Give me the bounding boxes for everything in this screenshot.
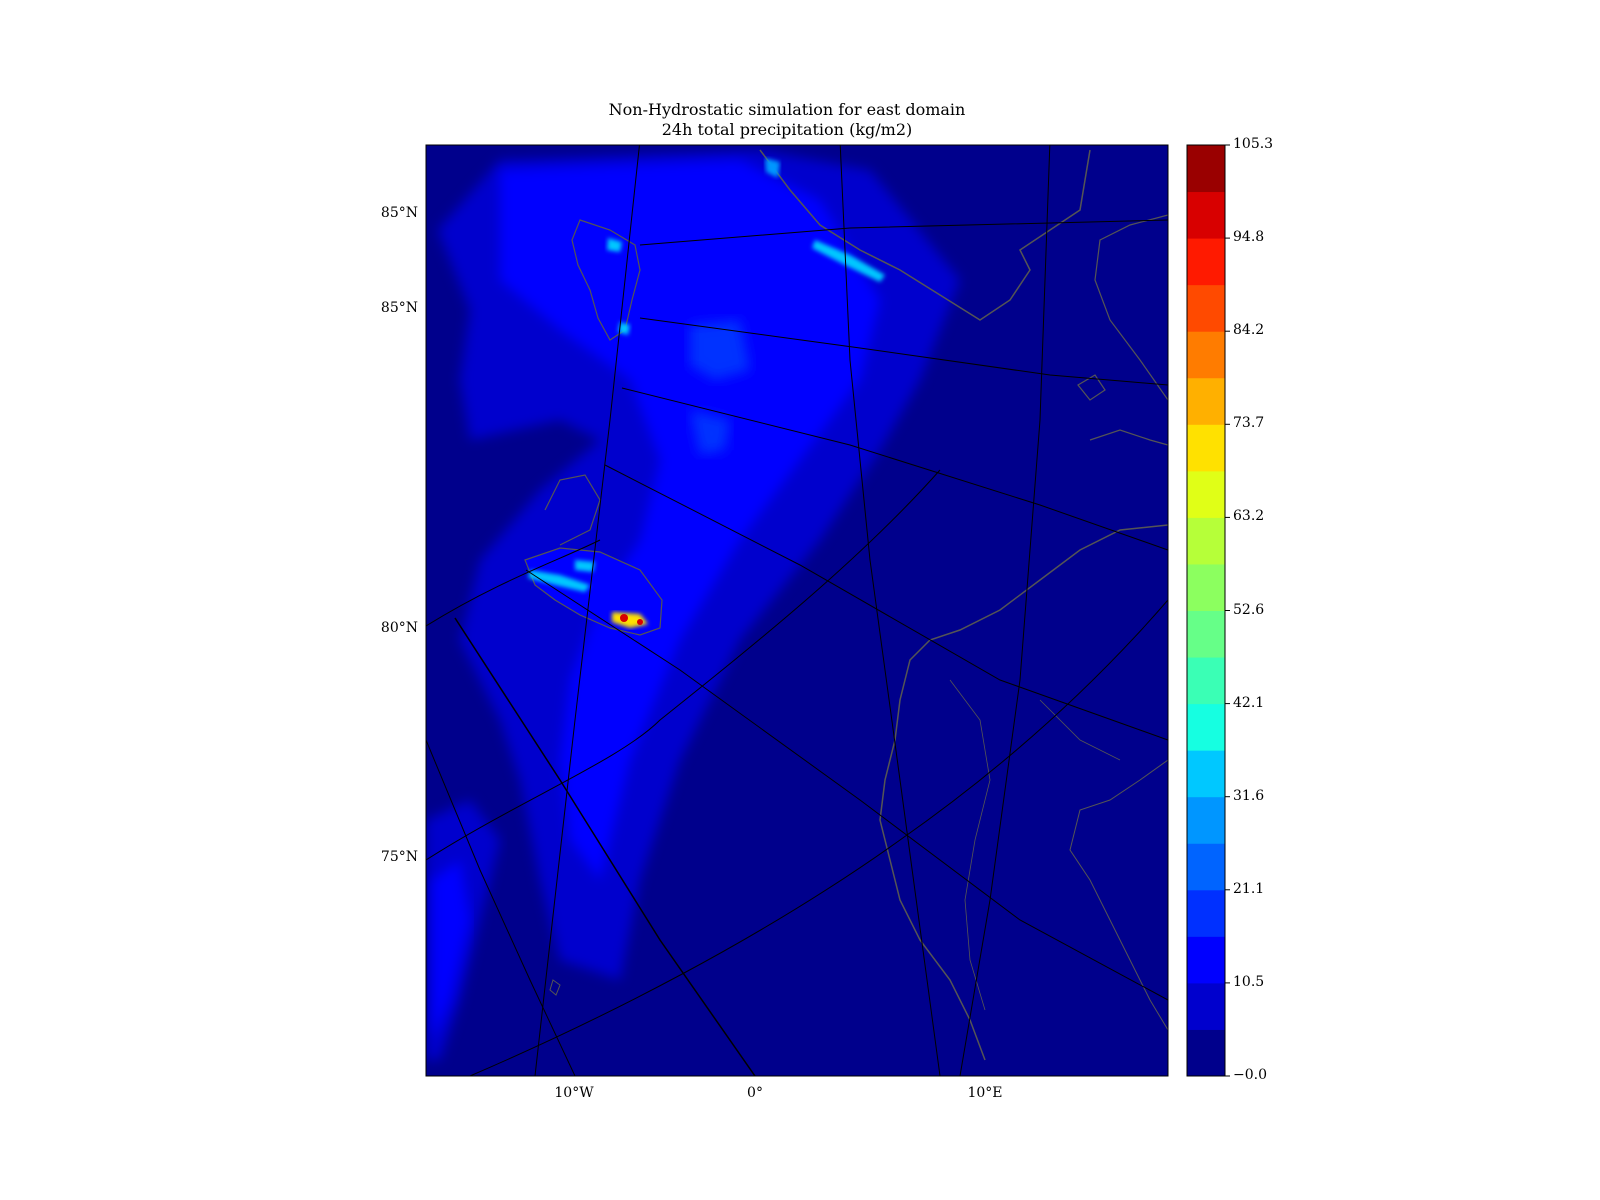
precip-greenland-top	[765, 158, 780, 178]
colorbar-segment	[1187, 610, 1225, 658]
islands-north-coast	[571, 219, 641, 341]
lat-label-80n: 80°N	[380, 620, 418, 636]
parallel-3	[621, 387, 1168, 551]
colorbar-segment	[1187, 657, 1225, 705]
lon-label-10e: 10°E	[967, 1085, 1003, 1101]
colorbar-tick-label: 21.1	[1233, 880, 1265, 897]
meridian-west	[454, 617, 756, 1076]
colorbar-segment	[1187, 424, 1225, 472]
graticule	[426, 145, 1168, 1076]
colorbar-segment	[1187, 1029, 1225, 1077]
colorbar-tick-label: 31.6	[1233, 787, 1265, 804]
colorbar-tick-label: 63.2	[1233, 508, 1265, 525]
title-line-2: 24h total precipitation (kg/m2)	[661, 120, 913, 139]
parallel-4	[604, 464, 1168, 741]
colorbar-segment	[1187, 982, 1225, 1030]
lat-label-85n-a: 85°N	[380, 205, 418, 221]
colorbar-segment	[1187, 377, 1225, 425]
colorbar-segment	[1187, 563, 1225, 611]
precip-field-mid-southwest	[432, 860, 470, 1040]
map-area	[426, 145, 1168, 1076]
lat-label-75n: 75°N	[380, 849, 418, 865]
precip-islands-north	[607, 238, 630, 335]
colorbar-tick-label: 84.2	[1233, 322, 1265, 339]
parallel-2	[639, 317, 1168, 386]
lon-label-0: 0°	[747, 1085, 763, 1101]
novaya-zemlya-coast	[1094, 214, 1168, 401]
colorbar-tick-label: −0.0	[1233, 1067, 1267, 1083]
precip-maximum	[620, 614, 628, 622]
colorbar-segment	[1187, 470, 1225, 518]
archipelago-north-coast	[544, 474, 601, 546]
colorbar-segment	[1187, 843, 1225, 891]
greenland-coast	[759, 149, 1091, 321]
precip-greenland-peaks	[812, 240, 885, 282]
colorbar-segment	[1187, 517, 1225, 565]
precip-field-core-2	[690, 410, 730, 455]
precip-field-mid	[500, 160, 880, 880]
colorbar-tick-label: 105.3	[1233, 136, 1274, 152]
border-lines	[949, 679, 1121, 1011]
title-line-1: Non-Hydrostatic simulation for east doma…	[608, 100, 966, 119]
latitude-circle-80	[426, 539, 601, 627]
colorbar-tick-label: 73.7	[1233, 415, 1265, 432]
meridian-2	[839, 145, 941, 1076]
colorbar-segment	[1187, 703, 1225, 751]
colorbar	[1186, 144, 1230, 1077]
lon-label-10w: 10°W	[554, 1085, 594, 1101]
meridian-4	[426, 739, 576, 1076]
lat-label-85n-b: 85°N	[380, 300, 418, 316]
colorbar-tick-label: 52.6	[1233, 601, 1265, 618]
map-frame	[425, 144, 1169, 1077]
parallel-5	[525, 569, 1168, 1001]
colorbar-segment	[1187, 284, 1225, 332]
meridian-3	[959, 145, 1051, 1076]
colorbar-segment	[1187, 750, 1225, 798]
latitude-circle-70	[469, 599, 1168, 1076]
colorbar-segment	[1187, 145, 1225, 193]
colorbar-segment	[1187, 936, 1225, 984]
colorbar-segment	[1187, 238, 1225, 286]
scandinavia-coast	[879, 524, 1168, 1061]
colorbar-tick-label: 10.5	[1233, 973, 1265, 990]
chart-title: Non-Hydrostatic simulation for east doma…	[414, 100, 1160, 140]
precip-maximum-2	[637, 619, 643, 625]
scandinavia-inner-coast	[1069, 759, 1168, 1031]
meridian-1	[534, 145, 640, 1076]
colorbar-segment	[1187, 331, 1225, 379]
colorbar-segment	[1187, 889, 1225, 937]
colorbar-tick-label: 42.1	[1233, 694, 1265, 711]
colorbar-segment	[1187, 796, 1225, 844]
colorbar-segment	[1187, 191, 1225, 239]
small-island-south	[549, 979, 561, 996]
colorbar-tick-label: 94.8	[1233, 229, 1265, 246]
parallel-1	[639, 219, 1168, 246]
latitude-circle-75	[426, 469, 941, 861]
precip-archipelago-mid	[528, 560, 595, 592]
precip-field-core	[690, 320, 750, 380]
